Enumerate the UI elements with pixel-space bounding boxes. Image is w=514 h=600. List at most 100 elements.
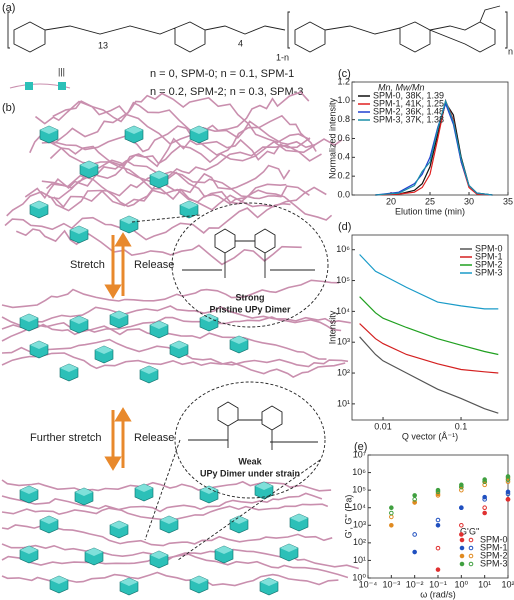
data-point [412, 549, 417, 555]
upy-icon [58, 82, 66, 90]
upy-unit-top [20, 314, 38, 322]
y-tick-label: 1.0 [337, 95, 350, 105]
upy-unit-top [110, 521, 128, 529]
data-point [505, 474, 511, 479]
panel-label: (e) [354, 441, 367, 453]
polymer-chain [1, 352, 346, 379]
composition: n = 0, SPM-0; n = 0.1, SPM-1 [150, 68, 294, 80]
legend-label: SPM-3 [480, 558, 508, 568]
upy-unit-top [180, 201, 198, 209]
inset-strength: Strong [236, 292, 265, 302]
y-tick-label: 10⁷ [353, 449, 366, 459]
legend-label: SPM-1 [475, 251, 503, 261]
upy-icon [25, 82, 33, 90]
upy-unit-top [150, 321, 168, 329]
legend-swatch [468, 537, 474, 543]
y-tick-label: 10⁰ [352, 572, 366, 582]
data-point [482, 505, 487, 511]
panel-label: (d) [338, 221, 351, 233]
y-tick-label: 0.6 [337, 133, 350, 143]
upy-unit-top [230, 516, 248, 524]
x-tick-label: 30 [464, 196, 474, 206]
data-point [459, 484, 464, 490]
upy-unit-top [255, 482, 273, 490]
step-label: Release [134, 432, 174, 444]
legend-label: SPM-0 [480, 534, 508, 544]
y-tick-label: 10⁵ [352, 485, 366, 495]
upy-unit-top [95, 346, 113, 354]
upy-unit-top [50, 576, 68, 584]
x-tick-label: 10⁻² [406, 579, 424, 589]
data-point [459, 487, 464, 493]
inset-caption: UPy Dimer under strain [200, 468, 300, 478]
series-line [359, 323, 499, 374]
data-point [435, 489, 441, 495]
x-axis-label: Q vector (Å⁻¹) [402, 431, 458, 441]
legend-label: SPM-2, 36K, 1.48 [373, 106, 444, 116]
inset-caption: Pristine UPy Dimer [209, 304, 291, 314]
y-tick-label: 10³ [353, 520, 366, 530]
upy-unit-top [150, 551, 168, 559]
x-tick-label: 10¹ [478, 579, 491, 589]
upy-unit-top [30, 341, 48, 349]
y-tick-label: 0.4 [337, 152, 350, 162]
upy-unit-top [40, 126, 58, 134]
upy-unit-top [20, 486, 38, 494]
data-point [505, 491, 511, 497]
x-tick-label: 35 [503, 196, 513, 206]
y-tick-label: 0.0 [337, 189, 350, 199]
data-point [412, 493, 417, 498]
data-point [482, 497, 487, 502]
legend-label: SPM-2 [475, 259, 503, 269]
upy-unit-top [230, 336, 248, 344]
polymer-chain [1, 305, 351, 328]
legend-label: SPM-1 [480, 542, 508, 552]
upy-unit-top [190, 126, 208, 134]
panel-label: (a) [2, 2, 15, 14]
polymer-chain [47, 91, 310, 145]
data-point [505, 477, 511, 482]
subscript: 4 [238, 38, 243, 48]
legend-label: SPM-0 [475, 243, 503, 253]
upy-unit-top [280, 544, 298, 552]
y-tick-label: 10² [353, 537, 366, 547]
x-tick-label: 0.1 [455, 421, 468, 431]
legend-header: G' [460, 526, 469, 536]
data-point [505, 497, 511, 502]
x-tick-label: 10⁻⁴ [359, 579, 378, 589]
series-line [359, 336, 499, 414]
legend-label: SPM-3, 37K, 1.38 [373, 114, 444, 124]
polymer-chain [1, 316, 342, 342]
y-tick-label: 10⁶ [336, 244, 350, 254]
panel-label: (c) [338, 68, 351, 80]
data-point [389, 510, 394, 516]
legend-swatch [459, 545, 465, 551]
x-axis-label: Elution time (min) [395, 206, 465, 216]
dimer-insets [131, 202, 329, 561]
upy-unit-top [135, 484, 153, 492]
y-tick-label: 0.8 [337, 114, 350, 124]
x-tick-label: 25 [425, 196, 435, 206]
upy-unit-top [110, 311, 128, 319]
legend-label: SPM-2 [480, 550, 508, 560]
upy-unit-top [215, 546, 233, 554]
series-line [375, 98, 493, 196]
step-label: Release [134, 259, 174, 271]
y-axis-label: G', G'' (Pa) [343, 495, 353, 539]
upy-unit-top [170, 341, 188, 349]
data-point [482, 479, 487, 485]
data-point [435, 517, 441, 523]
upy-unit-top [140, 366, 158, 374]
upy-unit-top [260, 578, 278, 586]
series-line [375, 98, 493, 196]
polymer-chain [34, 92, 311, 144]
legend-swatch [459, 561, 465, 567]
data-point [482, 482, 487, 488]
polymer-chain [45, 164, 291, 208]
x-tick-label: 10⁻³ [382, 579, 400, 589]
upy-unit-top [160, 516, 178, 524]
polymer-chain [1, 548, 359, 570]
upy-unit-top [20, 546, 38, 554]
x-tick-label: 0.01 [374, 421, 392, 431]
upy-unit-top [125, 126, 143, 134]
